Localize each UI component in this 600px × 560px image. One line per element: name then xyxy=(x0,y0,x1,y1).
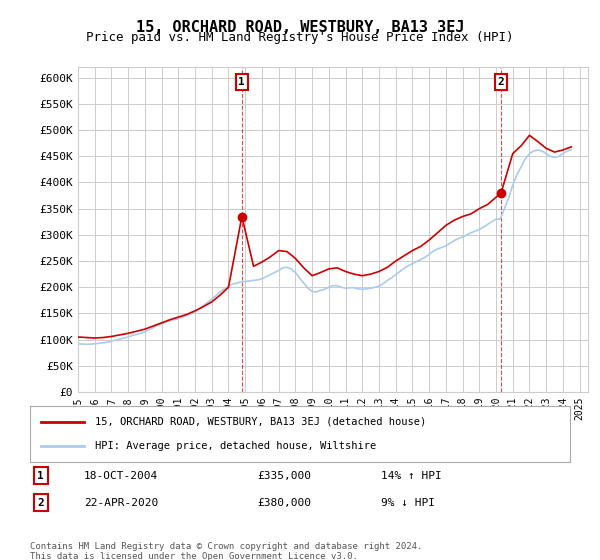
Text: 15, ORCHARD ROAD, WESTBURY, BA13 3EJ: 15, ORCHARD ROAD, WESTBURY, BA13 3EJ xyxy=(136,20,464,35)
Text: 2: 2 xyxy=(497,77,505,87)
Text: 14% ↑ HPI: 14% ↑ HPI xyxy=(381,470,442,480)
Text: 2: 2 xyxy=(37,498,44,508)
Text: Price paid vs. HM Land Registry's House Price Index (HPI): Price paid vs. HM Land Registry's House … xyxy=(86,31,514,44)
Text: 1: 1 xyxy=(238,77,245,87)
Text: £380,000: £380,000 xyxy=(257,498,311,508)
Text: 22-APR-2020: 22-APR-2020 xyxy=(84,498,158,508)
Text: £335,000: £335,000 xyxy=(257,470,311,480)
Text: HPI: Average price, detached house, Wiltshire: HPI: Average price, detached house, Wilt… xyxy=(95,441,376,451)
Text: 15, ORCHARD ROAD, WESTBURY, BA13 3EJ (detached house): 15, ORCHARD ROAD, WESTBURY, BA13 3EJ (de… xyxy=(95,417,426,427)
Text: 18-OCT-2004: 18-OCT-2004 xyxy=(84,470,158,480)
Text: Contains HM Land Registry data © Crown copyright and database right 2024.: Contains HM Land Registry data © Crown c… xyxy=(30,542,422,551)
Text: 1: 1 xyxy=(37,470,44,480)
Text: 9% ↓ HPI: 9% ↓ HPI xyxy=(381,498,435,508)
Text: This data is licensed under the Open Government Licence v3.0.: This data is licensed under the Open Gov… xyxy=(30,552,358,560)
